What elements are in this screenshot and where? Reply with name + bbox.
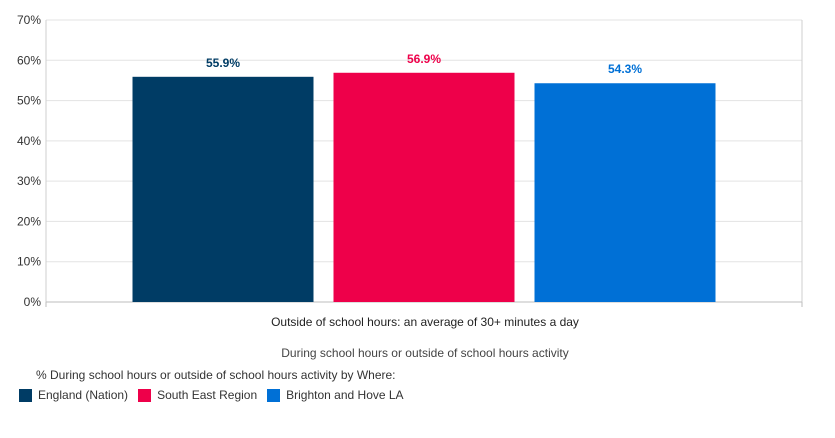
data-label-south-east: 56.9% [407, 52, 441, 66]
legend: England (Nation) South East Region Brigh… [19, 388, 414, 402]
legend-swatch-england [19, 388, 32, 402]
y-tick-label: 60% [17, 53, 41, 67]
legend-label-brighton: Brighton and Hove LA [286, 388, 404, 402]
legend-label-south-east: South East Region [157, 388, 258, 402]
legend-item-south-east[interactable]: South East Region [138, 388, 257, 402]
y-tick-label: 70% [17, 13, 41, 27]
legend-item-brighton[interactable]: Brighton and Hove LA [267, 388, 404, 402]
legend-item-england[interactable]: England (Nation) [19, 388, 128, 402]
bar-chart: 0%10%20%30%40%50%60%70% 55.9% 56.9%54.3% … [17, 13, 803, 360]
y-tick-label: 50% [17, 94, 41, 108]
bar-south-east[interactable] [333, 72, 515, 302]
x-category-label: Outside of school hours: an average of 3… [271, 315, 579, 329]
bar-england[interactable] [132, 76, 314, 302]
data-label-england: 55.9% [206, 56, 240, 70]
x-axis-title: During school hours or outside of school… [281, 346, 568, 360]
y-tick-label: 20% [17, 214, 41, 228]
y-tick-label: 40% [17, 134, 41, 148]
legend-label-england: England (Nation) [38, 388, 129, 402]
data-label-brighton: 54.3% [608, 62, 642, 76]
y-tick-label: 30% [17, 174, 41, 188]
bar-brighton[interactable] [534, 83, 716, 303]
legend-swatch-brighton [267, 388, 281, 402]
y-tick-label: 0% [24, 295, 42, 309]
legend-swatch-south-east [138, 388, 152, 402]
legend-title: % During school hours or outside of scho… [36, 368, 396, 382]
y-tick-label: 10% [17, 255, 41, 269]
